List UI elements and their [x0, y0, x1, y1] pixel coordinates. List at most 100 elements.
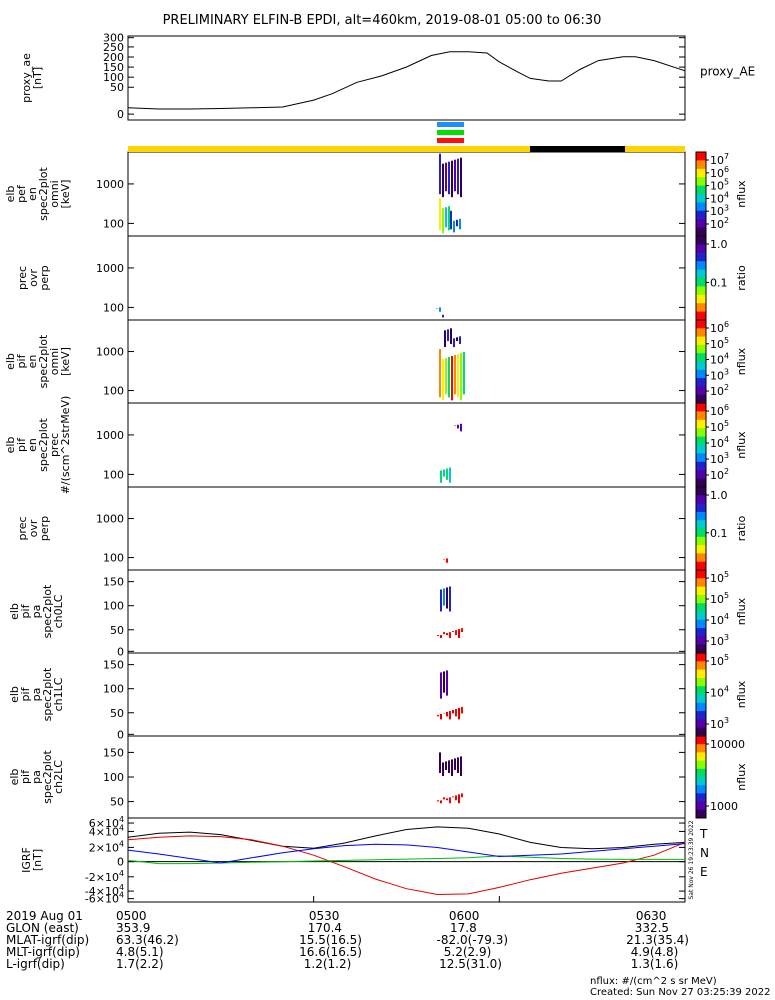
side-stamp: Sat Nov 26 19:23:39 2022: [688, 820, 695, 899]
ylabel-line: omni: [48, 348, 61, 375]
orbit-row-value: 0530: [308, 909, 340, 923]
ylabel-line: elb: [8, 603, 21, 620]
ytick-label: 4×104: [89, 823, 124, 838]
ytick-label: 2×104: [89, 839, 124, 854]
colorbar-tick-label: 106: [710, 320, 729, 335]
ylabel-line: prec: [48, 433, 61, 457]
ylabel-line: ovr: [27, 269, 40, 287]
colorbar-tick-label: 103: [710, 203, 729, 218]
colorbar-segment: [696, 503, 706, 513]
ytick-label: 100: [103, 600, 124, 613]
colorbar-segment: [696, 286, 706, 296]
colorbar-segment: [696, 536, 706, 546]
colorbar-segment: [696, 261, 706, 271]
colorbar-segment: [696, 628, 706, 637]
panel-frame: [127, 319, 686, 404]
orbit-row-value: 15.5(16.5): [299, 933, 362, 947]
colorbar-segment: [696, 411, 706, 421]
ylabel-line: pa: [30, 770, 43, 784]
ytick-label: 250: [103, 41, 124, 54]
colorbar-tick-label: 105: [710, 591, 729, 606]
colorbar-segment: [696, 386, 706, 396]
ylabel-line: ch1LC: [52, 677, 65, 711]
colorbar-segment: [696, 686, 706, 695]
component-label: N: [700, 846, 709, 860]
component-label: E: [700, 865, 708, 879]
colorbar-tick-label: 10000: [710, 738, 745, 751]
colorbar-segment: [696, 344, 706, 354]
ytick-label: 100: [103, 385, 124, 398]
ytick-label: 300: [103, 32, 124, 45]
colorbar-segment: [696, 436, 706, 446]
ylabel-line: ch2LC: [52, 760, 65, 794]
ytick-label: 0: [117, 856, 124, 869]
colorbar-segment: [696, 586, 706, 596]
colorbar-segment: [696, 252, 706, 262]
ylabel-line: elb: [8, 686, 21, 703]
colorbar-segment: [696, 461, 706, 471]
orbit-row-value: 0630: [635, 909, 667, 923]
orbit-row-value: 332.5: [634, 921, 670, 935]
ylabel-line: [nT]: [31, 849, 44, 871]
colorbar-frame: [695, 735, 707, 819]
colorbar-segment: [696, 269, 706, 279]
colorbar-segment: [696, 777, 706, 786]
panel-frame: [127, 235, 686, 321]
ylabel-line: prec: [16, 516, 29, 540]
colorbar-label: ratio: [735, 516, 748, 542]
orbit-row-value: 4.9(4.8): [630, 945, 679, 959]
ylabel-line: pif: [15, 437, 28, 452]
colorbar-tick-label: 104: [710, 352, 729, 367]
ylabel-line: pif: [15, 353, 28, 368]
colorbar-tick-label: 0.1: [710, 276, 728, 289]
colorbar-segment: [696, 336, 706, 346]
colorbar-segment: [696, 644, 706, 654]
colorbar-segment: [696, 278, 706, 287]
colorbar-label: nflux: [735, 180, 748, 208]
colorbar-segment: [696, 328, 706, 338]
panel-frame: [127, 569, 686, 654]
ylabel-line: ch0LC: [52, 594, 65, 628]
colorbar-tick-label: 1000: [710, 800, 738, 813]
ytick-label: 100: [103, 683, 124, 696]
colorbar-segment: [696, 194, 706, 203]
colorbar-segment: [696, 809, 706, 819]
colorbar-segment: [696, 428, 706, 438]
ylabel-line: en: [26, 438, 39, 452]
colorbar-segment: [696, 244, 706, 254]
colorbar-tick-label: 102: [710, 216, 729, 231]
ylabel-line: spec2plot: [37, 334, 50, 388]
colorbar-segment: [696, 168, 706, 178]
orbit-row-value: 353.9: [116, 921, 151, 935]
colorbar-tick-label: 1.0: [710, 238, 728, 251]
colorbar-segment: [696, 661, 706, 671]
igrf-series-E: [127, 855, 685, 865]
orbit-row-value: 4.8(5.1): [116, 945, 164, 959]
colorbar-segment: [696, 185, 706, 195]
colorbar-segment: [696, 470, 706, 480]
colorbar-segment: [696, 236, 706, 245]
ylabel-line: en: [26, 355, 39, 369]
colorbar-segment: [696, 785, 706, 794]
ytick-label: 100: [103, 217, 124, 230]
colorbar-tick-label: 104: [710, 435, 729, 450]
orbit-row-value: 1.2(1.2): [303, 957, 352, 971]
colorbar-label: nflux: [735, 763, 748, 791]
ytick-label: -6×104: [85, 891, 124, 906]
colorbar-tick-label: 105: [710, 336, 729, 351]
colorbar-segment: [696, 369, 706, 379]
colorbar-tick-label: 107: [710, 152, 729, 167]
ytick-label: 150: [103, 746, 124, 759]
colorbar-segment: [696, 320, 706, 329]
colorbar-label: nflux: [735, 347, 748, 375]
orbit-row-value: 170.4: [307, 921, 343, 935]
ylabel-line: ovr: [27, 519, 40, 537]
ytick-label: 1000: [96, 178, 124, 191]
colorbar-segment: [696, 561, 706, 571]
colorbar-segment: [696, 303, 706, 313]
